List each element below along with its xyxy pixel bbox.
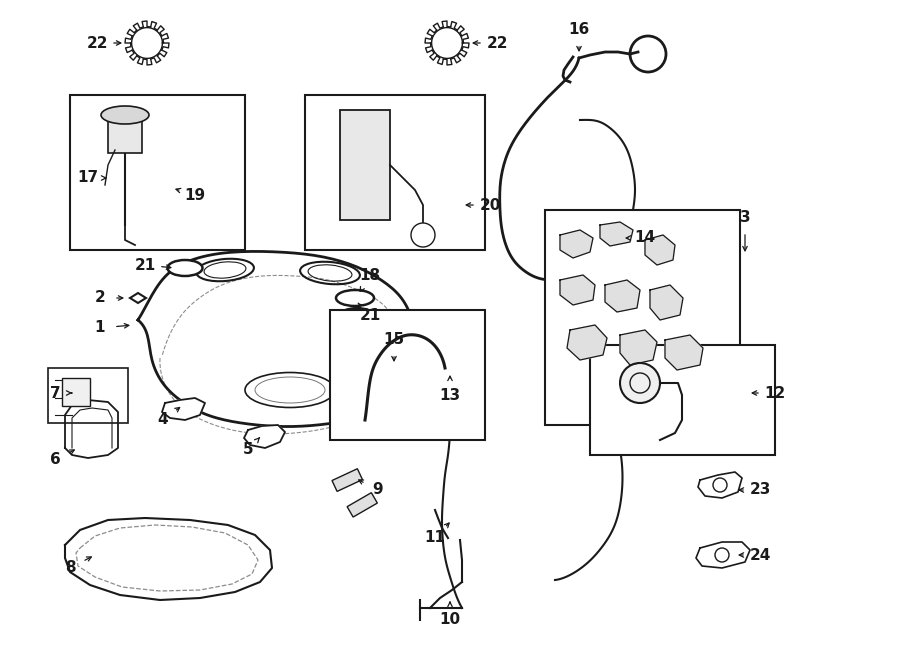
Text: 10: 10 [439, 612, 461, 628]
Bar [62, 378, 90, 406]
Bar [332, 469, 363, 491]
Polygon shape [560, 230, 593, 258]
Polygon shape [65, 400, 118, 458]
Text: 16: 16 [569, 23, 590, 38]
Text: 6: 6 [50, 453, 60, 467]
Polygon shape [650, 285, 683, 320]
Text: 8: 8 [65, 561, 76, 575]
Ellipse shape [167, 260, 202, 276]
Circle shape [581, 374, 599, 392]
Bar [545, 210, 740, 425]
Circle shape [612, 228, 632, 248]
Circle shape [631, 383, 649, 401]
Polygon shape [65, 518, 272, 600]
Text: 13: 13 [439, 387, 461, 402]
Text: 24: 24 [750, 547, 770, 563]
Text: 12: 12 [764, 385, 786, 401]
Ellipse shape [101, 106, 149, 124]
Text: 5: 5 [243, 442, 253, 457]
Polygon shape [620, 330, 657, 365]
Text: 18: 18 [359, 267, 381, 283]
Text: 21: 21 [359, 308, 381, 322]
Text: 3: 3 [740, 211, 751, 226]
Ellipse shape [336, 290, 374, 306]
Polygon shape [618, 378, 660, 405]
Polygon shape [665, 335, 703, 370]
Text: 11: 11 [425, 530, 446, 545]
Polygon shape [244, 425, 285, 448]
Text: 7: 7 [50, 385, 60, 401]
Polygon shape [130, 293, 146, 303]
Polygon shape [698, 472, 742, 498]
Polygon shape [645, 235, 675, 265]
Bar [340, 110, 390, 220]
Text: 22: 22 [486, 36, 508, 50]
Circle shape [620, 363, 660, 403]
Ellipse shape [340, 308, 374, 322]
Text: 2: 2 [94, 291, 105, 305]
Text: 21: 21 [134, 258, 156, 273]
Bar [305, 95, 485, 250]
Text: 14: 14 [634, 230, 655, 246]
Text: 20: 20 [480, 197, 500, 213]
Text: 4: 4 [158, 412, 168, 428]
Bar [48, 368, 128, 423]
Text: 23: 23 [750, 483, 770, 498]
Polygon shape [605, 280, 640, 312]
Text: 22: 22 [86, 36, 108, 50]
Text: 17: 17 [77, 171, 99, 185]
Bar [70, 95, 245, 250]
Polygon shape [560, 275, 595, 305]
Bar [108, 115, 142, 153]
Text: 15: 15 [383, 332, 405, 348]
Text: 19: 19 [184, 187, 205, 203]
Polygon shape [696, 542, 750, 568]
Bar [347, 493, 377, 517]
Polygon shape [567, 325, 607, 360]
Polygon shape [162, 398, 205, 420]
Text: 9: 9 [373, 483, 383, 498]
Bar [590, 345, 775, 455]
Circle shape [411, 223, 435, 247]
Polygon shape [600, 222, 633, 246]
Bar [330, 310, 485, 440]
Text: 1: 1 [94, 320, 105, 336]
